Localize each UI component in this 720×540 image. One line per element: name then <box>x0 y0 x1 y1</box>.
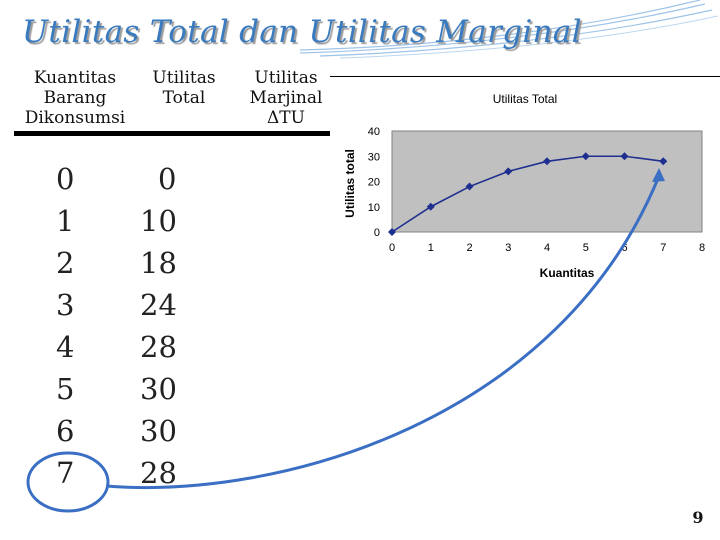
header-total-utility-line-1: Utilitas <box>152 68 216 88</box>
data-point-marker <box>543 157 551 166</box>
quantity-cell: 7 <box>56 456 75 490</box>
header-marginal-utility-line-3: ΔTU <box>267 108 305 128</box>
total-utility-chart: Utilitas Total 0 10 20 30 40 0 1 2 3 4 5 6 7 8 Kuantita… <box>343 92 705 280</box>
x-tick-label: 3 <box>505 242 511 254</box>
y-tick-label: 20 <box>368 177 380 189</box>
y-tick-label: 0 <box>374 227 380 239</box>
y-tick-label: 30 <box>368 151 380 163</box>
x-tick-label: 5 <box>583 242 589 254</box>
x-tick-label: 0 <box>389 242 395 254</box>
title-decoration-swoosh <box>299 0 719 59</box>
x-tick-label: 1 <box>428 242 434 254</box>
total-utility-cell: 24 <box>140 288 177 322</box>
header-marginal-utility-line-2: Marjinal <box>249 88 323 108</box>
total-utility-cell: 28 <box>140 330 177 364</box>
total-utility-cell: 0 <box>158 162 177 196</box>
header-quantity: Kuantitas Barang Dikonsumsi <box>12 68 138 128</box>
quantity-cell: 2 <box>56 246 75 280</box>
chart-title: Utilitas Total <box>493 92 557 106</box>
y-axis-label: Utilitas total <box>343 149 357 218</box>
quantity-column: 0 1 2 3 4 5 6 7 <box>56 158 86 494</box>
data-point-marker <box>620 152 629 161</box>
header-quantity-line-3: Dikonsumsi <box>24 108 126 128</box>
plot-area <box>391 130 703 233</box>
quantity-cell: 0 <box>56 162 75 196</box>
y-tick-label: 40 <box>368 126 380 138</box>
x-tick-label: 2 <box>466 242 472 254</box>
data-point-marker <box>659 157 668 166</box>
header-marginal-utility: Utilitas Marjinal ΔTU <box>236 68 336 128</box>
x-tick-label: 7 <box>660 242 666 254</box>
x-tick-label: 6 <box>621 242 627 254</box>
x-tick-label: 4 <box>544 242 550 254</box>
quantity-cell: 1 <box>56 204 75 238</box>
data-point-marker <box>581 152 590 161</box>
chart-panel: Utilitas Total 0 10 20 30 40 0 1 2 3 4 5 6 7 8 Kuantita… <box>330 78 720 294</box>
total-utility-column: 0 10 18 24 28 30 30 28 <box>140 158 190 494</box>
header-quantity-line-1: Kuantitas <box>33 68 117 88</box>
total-utility-cell: 18 <box>140 246 177 280</box>
y-tick-label: 10 <box>368 202 380 214</box>
total-utility-cell: 28 <box>140 456 177 490</box>
x-axis-label: Kuantitas <box>540 266 595 280</box>
quantity-cell: 5 <box>56 372 75 406</box>
quantity-cell: 6 <box>56 414 75 448</box>
slide-title: Utilitas Total dan Utilitas Marginal <box>22 14 582 50</box>
header-total-utility: Utilitas Total <box>138 68 230 108</box>
quantity-cell: 4 <box>56 330 75 364</box>
chart-top-border <box>330 76 720 77</box>
data-point-marker <box>504 167 513 176</box>
x-tick-label: 8 <box>699 242 705 254</box>
total-utility-cell: 10 <box>140 204 177 238</box>
quantity-cell: 3 <box>56 288 75 322</box>
total-utility-cell: 30 <box>140 372 177 406</box>
page-number: 9 <box>692 508 704 527</box>
header-quantity-line-2: Barang <box>43 88 107 108</box>
header-marginal-utility-line-1: Utilitas <box>254 68 318 88</box>
header-total-utility-line-2: Total <box>162 88 206 108</box>
header-rule <box>14 131 332 136</box>
total-utility-cell: 30 <box>140 414 177 448</box>
